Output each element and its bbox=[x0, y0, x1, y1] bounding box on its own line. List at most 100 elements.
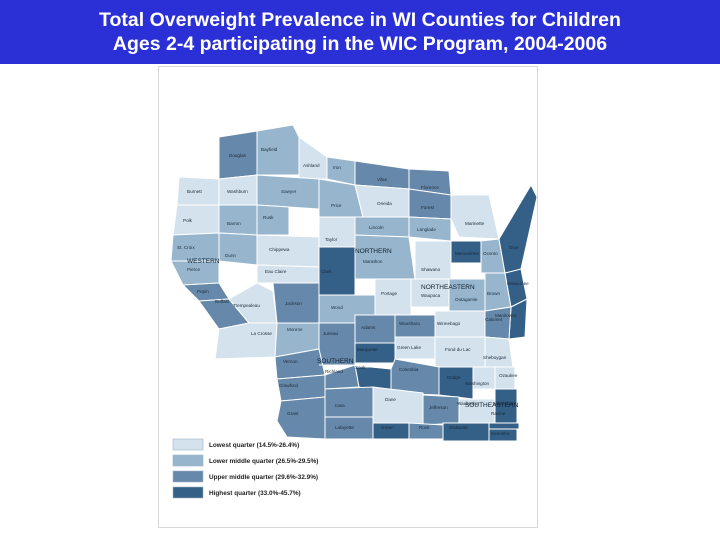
county-label: Rock bbox=[419, 425, 430, 430]
county-label: Florence bbox=[421, 185, 439, 190]
county-label: Shawano bbox=[421, 267, 441, 272]
county-label: Bayfield bbox=[261, 147, 278, 152]
county-label: Ozaukee bbox=[499, 373, 518, 378]
county-layer bbox=[170, 124, 537, 442]
county-marinette bbox=[450, 194, 500, 240]
county-label: Richland bbox=[325, 369, 343, 374]
county-label: Juneau bbox=[323, 331, 339, 336]
region-label-southern: SOUTHERN bbox=[317, 358, 354, 365]
county-label: Marquette bbox=[357, 347, 378, 352]
county-label: Ashland bbox=[303, 163, 320, 168]
county-marathon bbox=[354, 234, 416, 280]
county-labels: Douglas Bayfield Ashland Iron Vilas Florence B… bbox=[177, 147, 529, 436]
county-label: Burnett bbox=[187, 189, 203, 194]
county-label: Columbia bbox=[399, 367, 419, 372]
county-label: Sauk bbox=[355, 365, 366, 370]
region-label-western: WESTERN bbox=[187, 258, 220, 265]
county-label: Chippewa bbox=[269, 247, 290, 252]
county-label: Adams bbox=[361, 325, 376, 330]
county-shawano bbox=[414, 240, 452, 280]
wisconsin-map-panel: Douglas Bayfield Ashland Iron Vilas Florence B… bbox=[158, 66, 538, 528]
county-label: Green Lake bbox=[397, 345, 421, 350]
county-label: Clark bbox=[321, 269, 332, 274]
county-label: Washburn bbox=[227, 189, 248, 194]
county-label: Jefferson bbox=[429, 405, 448, 410]
county-racine bbox=[488, 422, 520, 430]
county-label: Rusk bbox=[263, 215, 274, 220]
county-fond-du-lac bbox=[434, 336, 486, 368]
county-label: Dane bbox=[385, 397, 396, 402]
county-label: Polk bbox=[183, 218, 193, 223]
county-barron bbox=[218, 204, 258, 236]
county-label: Vernon bbox=[283, 359, 298, 364]
county-label: Outagamie bbox=[455, 297, 478, 302]
county-label: Sheboygan bbox=[483, 355, 507, 360]
county-label: Sawyer bbox=[281, 189, 297, 194]
county-label: Oconto bbox=[483, 251, 498, 256]
county-label: Menominee bbox=[455, 251, 479, 256]
county-kenosha bbox=[488, 428, 518, 442]
county-label: Calumet bbox=[485, 317, 503, 322]
county-label: Marinette bbox=[465, 221, 485, 226]
county-rusk bbox=[256, 204, 290, 236]
county-label: Oneida bbox=[377, 201, 392, 206]
county-label: Iron bbox=[333, 165, 341, 170]
legend-swatch-lowest bbox=[172, 438, 204, 451]
county-grant bbox=[276, 396, 326, 440]
county-label: Crawford bbox=[279, 383, 298, 388]
county-taylor bbox=[318, 216, 356, 248]
county-label: Wood bbox=[331, 305, 343, 310]
county-label: Washington bbox=[465, 381, 490, 386]
county-label: Langlade bbox=[417, 227, 436, 232]
county-sheboygan bbox=[484, 336, 514, 368]
county-label: Dunn bbox=[225, 253, 236, 258]
county-jefferson bbox=[422, 394, 460, 426]
county-label: Racine bbox=[491, 411, 506, 416]
county-label: Lafayette bbox=[335, 425, 354, 430]
county-label: Waushara bbox=[399, 321, 420, 326]
county-ozaukee bbox=[494, 366, 516, 390]
county-eau-claire bbox=[256, 264, 320, 284]
legend-label: Highest quarter (33.0%-45.7%) bbox=[209, 490, 301, 497]
county-label: Buffalo bbox=[215, 299, 230, 304]
county-label: Pierce bbox=[187, 267, 200, 272]
county-door bbox=[498, 183, 537, 274]
legend-label: Lower middle quarter (26.5%-29.5%) bbox=[209, 458, 318, 465]
page-title-line-1: Total Overweight Prevalence in WI Counti… bbox=[99, 9, 621, 31]
county-label: Vilas bbox=[377, 177, 388, 182]
county-dunn bbox=[218, 232, 258, 266]
county-label: Marathon bbox=[363, 259, 383, 264]
county-label: Dodge bbox=[447, 375, 461, 380]
county-label: Eau Claire bbox=[265, 269, 287, 274]
title-banner: Total Overweight Prevalence in WI Counti… bbox=[0, 0, 720, 64]
county-label: Price bbox=[331, 203, 342, 208]
county-label: Walworth bbox=[449, 425, 468, 430]
county-label: Taylor bbox=[325, 237, 338, 242]
county-label: Portage bbox=[381, 291, 398, 296]
county-label: Trempealeau bbox=[233, 303, 260, 308]
wisconsin-county-map: Douglas Bayfield Ashland Iron Vilas Florence B… bbox=[159, 67, 537, 527]
region-label-southeastern: SOUTHEASTERN bbox=[465, 402, 519, 409]
page-title-line-2: Ages 2-4 participating in the WIC Progra… bbox=[112, 33, 608, 55]
legend-label: Upper middle quarter (29.6%-32.9%) bbox=[209, 474, 318, 481]
county-label: La Crosse bbox=[251, 331, 272, 336]
county-label: Pepin bbox=[197, 289, 209, 294]
county-label: Fond du Lac bbox=[445, 347, 471, 352]
county-label: Door bbox=[509, 245, 519, 250]
county-crawford bbox=[276, 374, 326, 402]
county-label: Jackson bbox=[285, 301, 302, 306]
county-dane bbox=[372, 386, 424, 426]
county-label: Manitowoc bbox=[495, 313, 518, 318]
county-label: Monroe bbox=[287, 327, 303, 332]
county-label: Forest bbox=[421, 205, 435, 210]
region-label-northeastern: NORTHEASTERN bbox=[421, 284, 475, 291]
county-label: Grant bbox=[287, 411, 299, 416]
region-label-northern: NORTHERN bbox=[355, 248, 392, 255]
county-label: Waupaca bbox=[421, 293, 441, 298]
county-la-crosse bbox=[214, 322, 278, 360]
legend-swatch-upper-middle bbox=[172, 470, 204, 483]
county-waushara bbox=[394, 314, 436, 338]
county-portage bbox=[374, 278, 412, 316]
county-label: Douglas bbox=[229, 153, 247, 158]
legend-swatch-highest bbox=[172, 486, 204, 499]
